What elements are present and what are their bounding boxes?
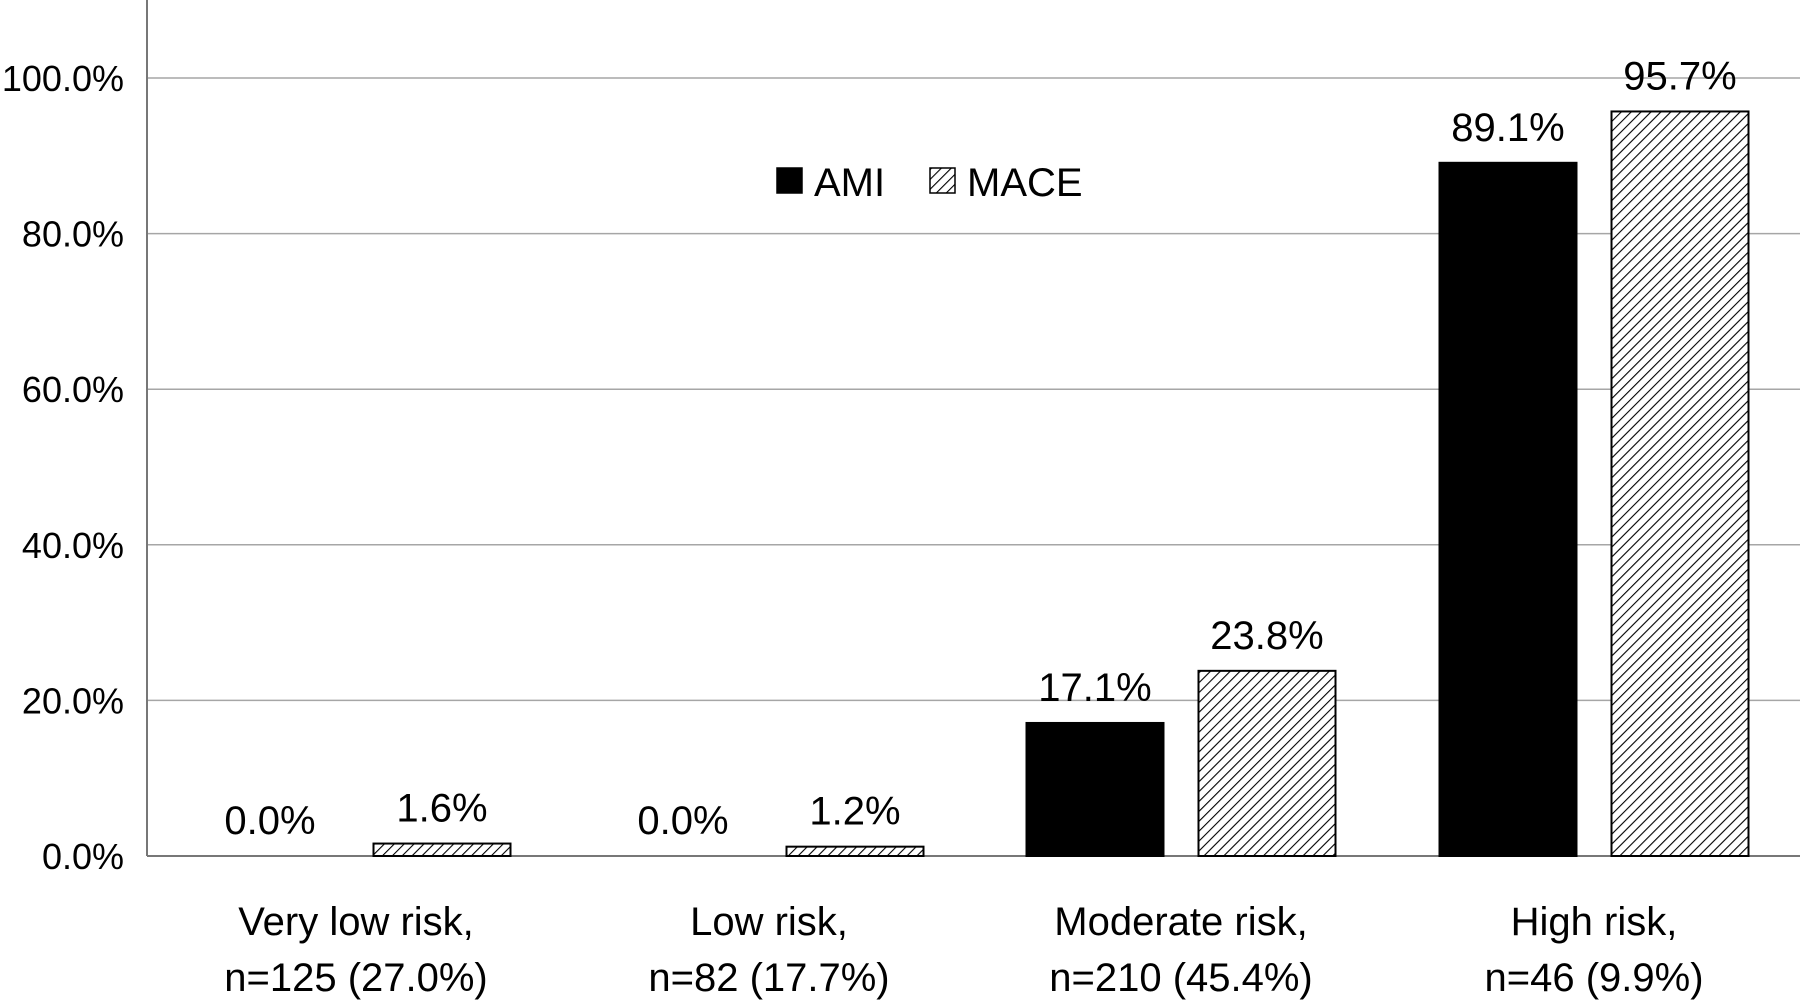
axes: 0.0% 20.0% 40.0% 60.0% 80.0% 100.0% (2, 0, 148, 877)
y-tick-label: 20.0% (22, 680, 124, 721)
data-label: 23.8% (1210, 614, 1323, 658)
y-tick-label: 80.0% (22, 214, 124, 255)
data-label: 0.0% (224, 799, 315, 843)
category-label: Moderate risk, (1054, 900, 1307, 944)
legend-swatch-mace (929, 167, 956, 194)
category-label: Low risk, (690, 900, 848, 944)
bars (372, 110, 1750, 858)
bar-ami (1025, 721, 1165, 857)
y-tick-label: 100.0% (2, 58, 124, 99)
category-label: n=210 (45.4%) (1049, 956, 1313, 1000)
legend-label-ami: AMI (814, 161, 885, 205)
category-labels: Very low risk, n=125 (27.0%) Low risk, n=82… (224, 900, 1703, 1000)
legend: AMI MACE (776, 161, 1083, 205)
y-tick-label: 60.0% (22, 369, 124, 410)
data-label: 1.6% (396, 787, 487, 831)
category-label: n=46 (9.9%) (1484, 956, 1703, 1000)
data-label: 1.2% (809, 790, 900, 834)
y-tick-label: 0.0% (42, 836, 124, 877)
category-label: Very low risk, (238, 900, 474, 944)
legend-label-mace: MACE (967, 161, 1083, 205)
data-label: 95.7% (1623, 54, 1736, 98)
bar-ami (1438, 161, 1578, 857)
category-label: High risk, (1511, 900, 1678, 944)
data-labels: 0.0% 0.0% 17.1% 89.1% 1.6% 1.2% 23.8% 95.7% (224, 54, 1736, 843)
legend-swatch-ami (776, 167, 803, 194)
bar-mace (372, 842, 512, 858)
data-label: 0.0% (637, 799, 728, 843)
y-tick-label: 40.0% (22, 525, 124, 566)
data-label: 89.1% (1451, 106, 1564, 150)
bar-mace (785, 845, 925, 858)
bar-mace (1610, 110, 1750, 858)
bar-mace (1197, 669, 1337, 857)
data-label: 17.1% (1038, 666, 1151, 710)
category-label: n=82 (17.7%) (648, 956, 889, 1000)
category-label: n=125 (27.0%) (224, 956, 488, 1000)
